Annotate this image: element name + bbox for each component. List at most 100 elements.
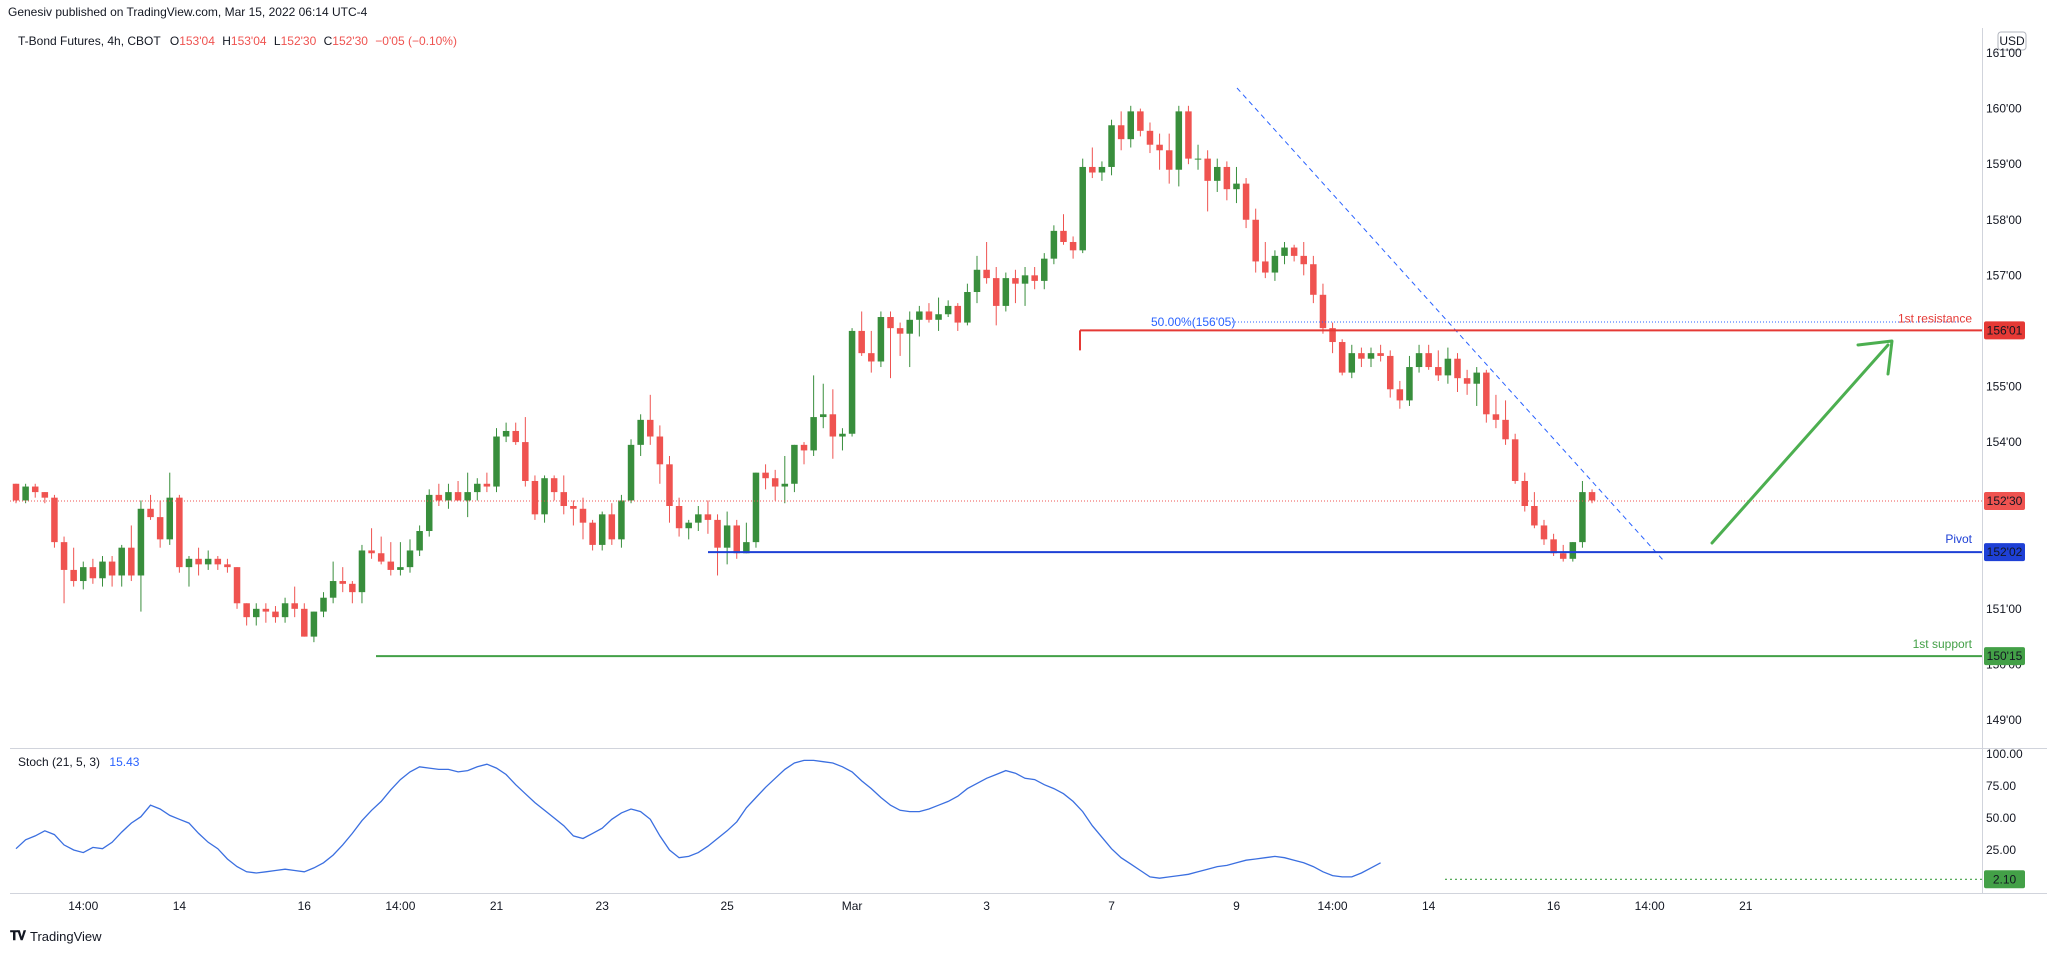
candle-body [377,553,385,562]
candle-body [1300,255,1307,265]
candle-body [848,330,856,434]
legend-high-value: 153'04 [231,34,267,48]
candle-body [224,564,231,568]
candle-body [935,314,942,320]
candle-body [1204,158,1211,181]
legend-open-value: 153'04 [179,34,215,48]
chart-legend: T-Bond Futures, 4h, CBOT O153'04 H153'04… [18,34,457,48]
support-resistance-levels: 50.00%(156'05) 1st resistance Pivot 1st sup… [10,87,2025,666]
candle-body [608,514,616,540]
candle-body [387,561,395,570]
candle-body [454,492,462,501]
time-tick-label: 9 [1233,899,1240,913]
candle-body [1012,278,1019,284]
currency-button[interactable] [1997,31,2027,51]
candle-body [675,506,683,529]
candle-body [483,483,491,487]
candle-body [22,486,29,501]
candle-body [589,522,596,545]
publisher-header: Genesiv published on TradingView.com, Ma… [8,5,368,19]
candle-body [1348,353,1356,373]
resistance-price-tag: 156'01 [1987,323,2023,337]
candle-body [1579,492,1586,543]
brand-text: TradingView [30,928,102,944]
candle-body [147,508,154,518]
time-tick-label: 14 [1422,899,1436,913]
stochastic-oscillator: 100.00 75.00 50.00 25.00 2.10 [15,747,2025,889]
candle-body [320,597,327,612]
candle-body [916,311,923,320]
candle-body [560,492,568,506]
candle-body [1041,258,1048,281]
candle-body [1281,247,1288,256]
candle-body [531,480,539,515]
candle-body [1262,261,1269,273]
candle-body [349,583,356,593]
candle-body [368,550,375,554]
candle-body [1386,355,1394,390]
candle-body [877,317,885,362]
candle-body [550,478,558,493]
price-tick-label: 159'00 [1986,157,2022,171]
projection-arrow [1710,343,1890,545]
candle-body [1156,144,1163,151]
price-tick-label: 158'00 [1986,213,2022,227]
candle-body [541,478,548,515]
candle-body [1444,358,1452,376]
support-price-tag-bg [1984,647,2025,666]
trend-line [1236,87,1664,561]
candle-body [1117,125,1125,140]
candle-body [1569,542,1577,559]
candle-body [570,506,577,509]
candle-body [1310,264,1317,295]
candle-body [1511,439,1519,481]
stoch-tick-label: 25.00 [1986,843,2016,857]
candle-body [80,567,87,582]
candle-body [1483,372,1490,415]
tradingview-brand[interactable]: 𝐓𝐕 TradingView [10,928,102,944]
time-tick-label: 14:00 [1318,899,1348,913]
pivot-price-tag-bg [1984,543,2025,562]
candle-body [1185,111,1192,159]
candle-body [406,550,414,568]
candle-body [425,494,433,532]
candle-body [339,581,346,584]
candle-body [1175,111,1183,170]
candle-body [1214,166,1221,181]
candle-body [1021,275,1029,284]
candle-body [1319,294,1327,329]
candle-body [579,508,587,523]
candle-body [1338,342,1346,373]
candle-body [1377,353,1384,356]
candle-body [397,567,404,570]
time-tick-label: 7 [1108,899,1115,913]
candle-body [358,550,366,593]
candle-body [858,330,865,354]
candle-body [502,430,510,437]
candle-body [1396,389,1404,401]
price-axis[interactable]: 161'00160'00159'00158'00157'00156'00155'… [1986,46,2022,727]
support-price-tag: 150'15 [1987,649,2023,663]
current-price-tag: 152'30 [1987,494,2023,508]
candle-body [695,514,702,523]
candle-body [1242,183,1250,220]
candle-body [1127,111,1135,140]
candle-body [176,497,183,568]
candle-body [435,494,443,501]
time-axis[interactable]: 14:00 14 16 14:00 21 23 25 Mar 3 7 9 14:00 14 16 14:00… [68,899,1753,913]
candle-body [964,292,971,323]
candle-body [627,444,635,501]
candle-body [925,311,933,320]
candle-body [829,414,837,437]
candle-body [31,486,39,493]
candle-body [868,353,875,362]
candle-body [666,464,673,506]
candle-body [1540,525,1548,540]
candle-body [637,419,644,445]
candle-body [598,514,606,545]
candle-body [291,603,298,609]
projection-arrowhead [1856,339,1894,376]
candle-body [108,561,116,576]
candle-body [128,547,135,576]
